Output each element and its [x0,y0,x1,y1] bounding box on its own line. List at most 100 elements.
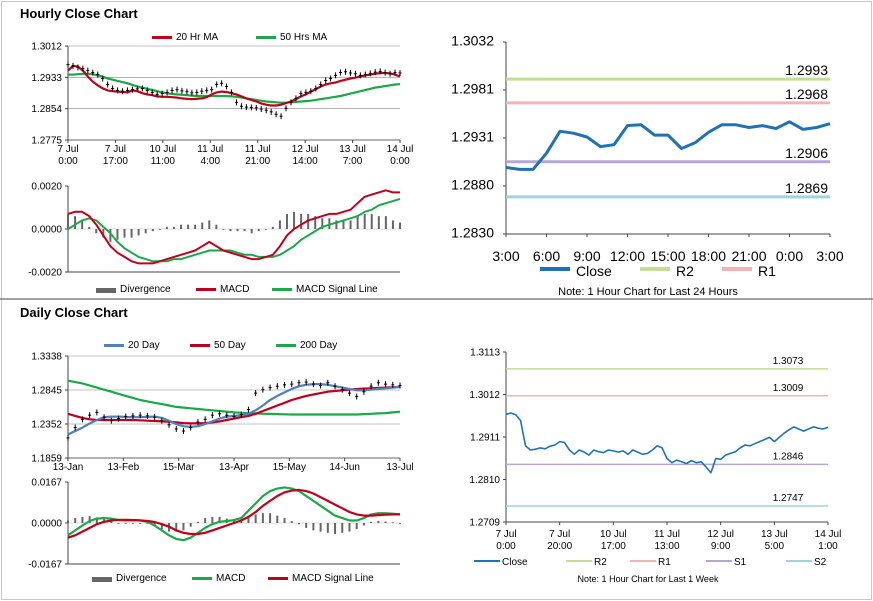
daily-divergence-bar [74,518,77,523]
legend-20hr-ma-swatch [152,36,172,39]
daily-divergence-bar [117,523,120,524]
hourly-24h-y-tick-label: 1.2981 [451,81,494,97]
daily-divergence-bar [254,514,257,523]
hourly-price-x-tick-label: 0:00 [58,156,78,167]
hourly-divergence-bar [356,216,359,229]
daily-divergence-bar [399,523,401,524]
hourly-divergence-bar [399,222,401,229]
legend-50-day-swatch [190,344,210,347]
hourly-24h-level-label-r1: 1.2968 [785,86,828,102]
legend-week-r1-swatch [630,560,656,562]
hourly-macd-y-tick-label: -0.0020 [28,268,62,279]
daily-divergence-bar [297,523,300,525]
daily-price-y-tick-label: 1.3338 [31,352,62,363]
hourly-price-x-tick-label: 0:00 [390,156,410,167]
legend-20hr-ma-label: 20 Hr MA [176,32,219,43]
hourly-24h-x-tick-label: 3:00 [492,248,519,264]
hourly-24h-x-tick-label: 9:00 [573,248,600,264]
legend-24h-close-label: Close [576,263,612,279]
legend-20-day-label: 20 Day [128,340,160,351]
legend-daily-divergence-label: Divergence [116,573,167,584]
hourly-divergence-bar [285,213,288,229]
daily-divergence-bar [81,516,84,523]
hourly-divergence-bar [109,229,112,242]
daily-week-close-line [505,412,829,474]
legend-24h-r2-label: R2 [676,263,694,279]
hourly-price-x-tick-label: 4:00 [201,156,221,167]
daily-divergence-bar [124,523,127,524]
legend-24h-r2-swatch [640,267,670,271]
hourly-price-x-tick-label: 7 Jul [105,144,126,155]
daily-divergence-bar [384,521,387,523]
daily-divergence-bar [290,521,293,523]
daily-week-x-tick-label: 7 Jul [495,529,516,540]
hourly-divergence-bar [278,220,281,229]
hourly-price-x-tick-label: 12 Jul [292,144,319,155]
legend-24h-r1-label: R1 [758,263,776,279]
daily-divergence-bar [391,522,394,524]
hourly-50hr-ma-line [68,72,401,104]
hourly-divergence-bar [130,229,133,238]
daily-200-day-line [67,379,401,416]
hourly-divergence-bar [81,220,84,229]
hourly-24h-level-label-r2: 1.2993 [785,62,828,78]
hourly-divergence-bar [370,213,373,229]
daily-divergence-bar [240,520,243,523]
hourly-24h-y-tick-label: 1.3032 [451,33,494,49]
hourly-24h-y-tick-label: 1.2931 [451,129,494,145]
daily-week-x-tick-label: 11 Jul [654,529,680,540]
hourly-divergence-bar [363,213,366,229]
daily-divergence-bar [218,516,221,523]
daily-divergence-bar [355,523,358,530]
daily-week-y-tick-label: 1.2709 [469,518,500,529]
hourly-divergence-bar [229,229,232,232]
hourly-divergence-bar [158,229,161,230]
hourly-24h-x-tick-label: 12:00 [610,248,645,264]
daily-week-level-label-r1: 1.3009 [773,383,804,394]
daily-divergence-bar [377,521,380,523]
daily-week-y-tick-label: 1.3012 [469,390,500,401]
legend-week-r2-swatch [566,560,592,562]
hourly-24h-x-tick-label: 15:00 [650,248,685,264]
daily-divergence-bar [283,518,286,523]
daily-price-x-tick-label: 13-Jul [386,462,413,473]
hourly-divergence-bar [102,229,105,238]
hourly-divergence-bar [180,224,183,229]
legend-week-close-swatch [474,560,500,562]
legend-50hrs-ma-swatch [256,36,276,39]
hourly-macd-signal-line [67,197,401,263]
legend-24h-close-swatch [540,267,570,271]
hourly-divergence-bar [314,216,317,229]
hourly-divergence-bar [137,229,140,236]
hourly-divergence-bar [222,229,225,230]
daily-divergence-bar [110,521,113,523]
hourly-20hr-ma-line [67,64,401,107]
legend-20-day-swatch [104,344,124,347]
daily-divergence-bar [326,523,329,533]
hourly-divergence-bar [335,220,338,229]
legend-week-s2-label: S2 [814,557,827,568]
hourly-section-title: Hourly Close Chart [20,6,138,21]
hourly-price-x-tick-label: 13 Jul [339,144,366,155]
daily-price-x-tick-label: 13-Jan [53,462,84,473]
hourly-24h-close-line [505,120,831,171]
hourly-price-x-tick-label: 10 Jul [150,144,177,155]
daily-price-x-tick-label: 15-Mar [163,462,195,473]
hourly-divergence-bar [264,229,267,230]
hourly-divergence-bar [328,218,331,229]
daily-divergence-bar [233,520,235,523]
hourly-macd-line [67,189,400,265]
legend-week-r2-label: R2 [594,557,607,568]
hourly-divergence-bar [257,229,260,232]
daily-divergence-bar [182,523,185,531]
hourly-price-x-tick-label: 7:00 [343,156,363,167]
daily-week-level-label-s1: 1.2846 [773,451,804,462]
daily-divergence-bar [276,515,279,523]
hourly-divergence-bar [342,220,345,229]
hourly-24h-y-tick-label: 1.2880 [451,177,494,193]
legend-hourly-macd-signal-label: MACD Signal Line [296,284,378,295]
daily-week-level-label-r2: 1.3073 [773,356,804,367]
hourly-divergence-bar [165,226,168,229]
daily-macd-signal-line [67,488,400,539]
daily-divergence-bar [370,521,373,523]
